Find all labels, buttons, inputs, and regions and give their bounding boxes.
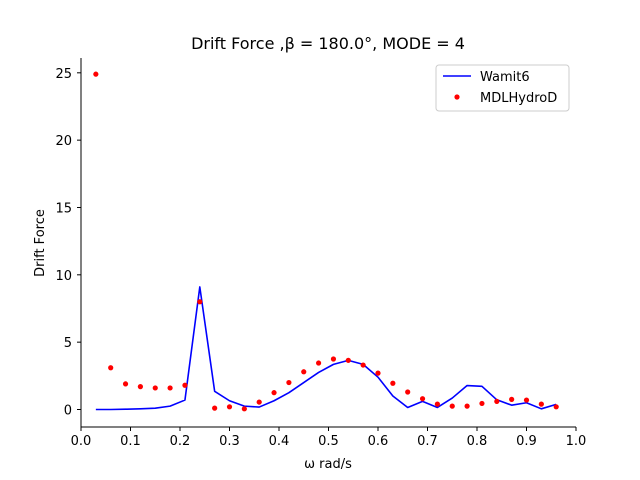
data-point-mdlhydrod xyxy=(449,403,455,409)
data-point-mdlhydrod xyxy=(509,396,515,402)
data-point-mdlhydrod xyxy=(375,370,381,376)
data-point-mdlhydrod xyxy=(167,385,173,391)
data-point-mdlhydrod xyxy=(93,71,99,77)
data-point-mdlhydrod xyxy=(271,390,277,396)
y-tick-label: 5 xyxy=(64,336,72,351)
data-point-mdlhydrod xyxy=(152,385,158,391)
x-tick-label: 0.3 xyxy=(219,434,240,449)
data-point-mdlhydrod xyxy=(301,369,307,375)
data-point-mdlhydrod xyxy=(538,401,544,407)
x-tick-label: 0.0 xyxy=(71,434,92,449)
y-tick-label: 25 xyxy=(55,67,72,82)
plot-area xyxy=(93,71,559,412)
data-point-mdlhydrod xyxy=(286,379,292,386)
series-line-wamit6 xyxy=(95,286,557,411)
x-tick-label: 0.5 xyxy=(318,434,339,449)
legend: Wamit6 MDLHydroD xyxy=(435,64,570,112)
data-point-mdlhydrod xyxy=(390,380,396,386)
data-point-mdlhydrod xyxy=(256,399,262,405)
x-tick-label: 0.9 xyxy=(516,434,537,449)
y-tick-label: 10 xyxy=(55,269,72,284)
data-point-mdlhydrod xyxy=(137,384,143,390)
data-point-mdlhydrod xyxy=(197,299,203,305)
data-point-mdlhydrod xyxy=(464,403,470,409)
data-point-mdlhydrod xyxy=(226,404,233,410)
data-point-mdlhydrod xyxy=(553,404,559,410)
data-point-mdlhydrod xyxy=(360,362,366,368)
data-point-mdlhydrod xyxy=(241,406,247,412)
data-point-mdlhydrod xyxy=(108,365,114,371)
x-tick-label: 0.1 xyxy=(120,434,141,449)
legend-label-mdlhydrod: MDLHydroD xyxy=(480,91,557,106)
x-tick-label: 1.0 xyxy=(566,434,587,449)
y-axis-label: Drift Force xyxy=(33,209,48,277)
legend-label-wamit6: Wamit6 xyxy=(480,70,530,85)
data-point-mdlhydrod xyxy=(523,397,530,403)
y-tick-label: 0 xyxy=(64,403,72,418)
chart-title: Drift Force ,β = 180.0°, MODE = 4 xyxy=(191,34,465,53)
data-point-mdlhydrod xyxy=(122,381,129,387)
data-point-mdlhydrod xyxy=(182,382,188,388)
x-tick-label: 0.7 xyxy=(417,434,438,449)
data-point-mdlhydrod xyxy=(494,398,500,405)
x-tick-label: 0.2 xyxy=(170,434,191,449)
x-axis-label: ω rad/s xyxy=(304,457,352,472)
x-tick-label: 0.8 xyxy=(467,434,488,449)
data-point-mdlhydrod xyxy=(330,356,337,362)
x-tick-label: 0.6 xyxy=(368,434,389,449)
data-point-mdlhydrod xyxy=(345,357,351,363)
y-tick-label: 20 xyxy=(55,134,72,149)
y-axis: 0 5 10 15 20 25 xyxy=(55,58,82,427)
data-point-mdlhydrod xyxy=(405,389,411,395)
data-point-mdlhydrod xyxy=(316,360,322,366)
x-axis: 0.0 0.1 0.2 0.3 0.4 0.5 0.6 0.7 0.8 0.9 1.0 xyxy=(71,426,587,449)
data-point-mdlhydrod xyxy=(419,396,426,402)
y-tick-label: 15 xyxy=(55,201,72,216)
data-point-mdlhydrod xyxy=(434,401,440,407)
legend-marker-swatch xyxy=(454,94,460,100)
data-point-mdlhydrod xyxy=(212,405,218,411)
x-tick-label: 0.4 xyxy=(269,434,290,449)
data-point-mdlhydrod xyxy=(479,400,485,407)
